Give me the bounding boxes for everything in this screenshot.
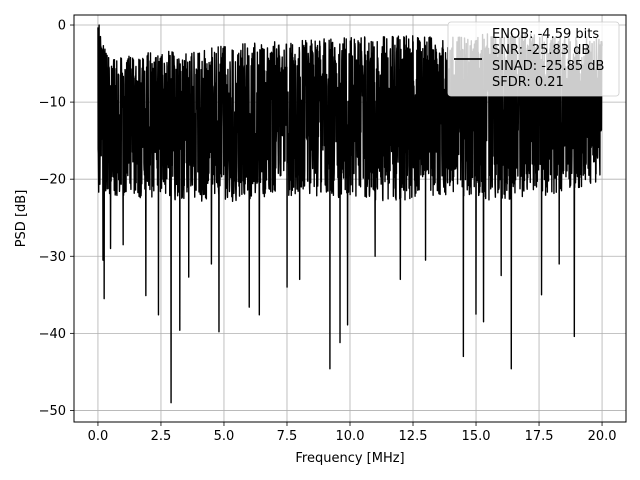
x-ticks: 0.0 2.5 5.0 7.5 10.0 12.5 15.0 17.5 20.0	[88, 422, 617, 444]
x-tick-label: 17.5	[525, 429, 554, 444]
y-tick-label: −30	[39, 250, 66, 265]
x-tick-label: 15.0	[462, 429, 491, 444]
x-tick-label: 10.0	[336, 429, 365, 444]
y-tick-label: −50	[39, 404, 66, 419]
x-tick-label: 20.0	[588, 429, 617, 444]
y-tick-label: −40	[39, 327, 66, 342]
legend-box	[447, 21, 620, 97]
y-tick-label: −10	[39, 96, 66, 111]
x-tick-label: 0.0	[88, 429, 109, 444]
legend-label-line: SINAD: -25.85 dB	[492, 59, 604, 74]
legend-label-line: SNR: -25.83 dB	[492, 43, 590, 58]
y-axis-label: PSD [dB]	[14, 190, 29, 248]
legend: ENOB: -4.59 bits SNR: -25.83 dB SINAD: -25…	[447, 21, 620, 97]
y-tick-label: −20	[39, 173, 66, 188]
x-tick-label: 2.5	[151, 429, 172, 444]
x-tick-label: 12.5	[399, 429, 428, 444]
x-tick-label: 5.0	[214, 429, 235, 444]
y-ticks: 0 −10 −20 −30 −40 −50	[39, 19, 74, 419]
y-tick-label: 0	[58, 19, 66, 34]
x-tick-label: 7.5	[277, 429, 298, 444]
legend-label-line: SFDR: 0.21	[492, 75, 564, 90]
legend-label: ENOB: -4.59 bits SNR: -25.83 dB SINAD: -25…	[492, 27, 604, 90]
legend-label-line: ENOB: -4.59 bits	[492, 27, 599, 42]
x-axis-label: Frequency [MHz]	[295, 451, 404, 466]
